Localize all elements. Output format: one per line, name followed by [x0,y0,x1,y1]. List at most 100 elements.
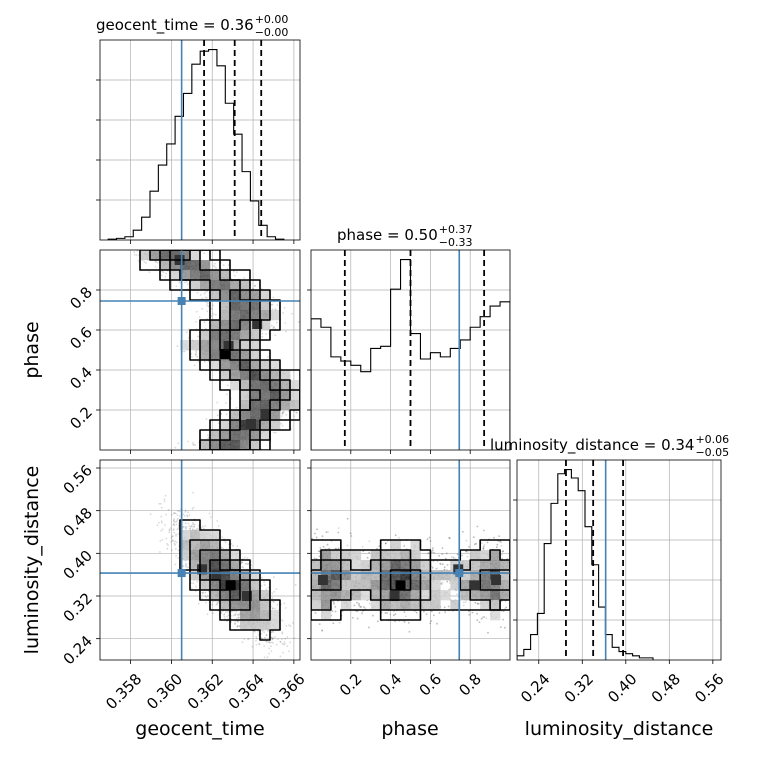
density-cell [200,340,211,351]
sample-point [265,333,267,335]
panel-geocent-distance-density [149,491,297,672]
density-cell [220,310,231,321]
sample-point [226,384,229,387]
sample-point [316,388,318,390]
sample-point [145,262,147,264]
sample-point [148,271,151,273]
sample-point [156,261,159,264]
density-cell [270,400,281,411]
sample-point [271,607,274,610]
sample-point [213,262,216,265]
density-cell [260,360,271,371]
sample-point [171,539,174,542]
sample-point [281,632,284,635]
peak-cell [219,349,230,359]
sample-point [195,355,197,357]
density-cell [160,260,171,271]
sample-point [185,281,188,283]
density-cell [250,290,261,301]
sample-point [295,411,297,414]
sample-point [176,345,179,348]
density-cell [200,330,211,341]
density-cell [240,390,251,401]
sample-point [302,395,304,397]
sample-point [184,281,186,284]
sample-point [205,418,208,420]
density-cell [260,310,271,321]
density-cell [240,370,251,381]
sample-point [283,410,285,413]
density-cell [210,270,221,281]
density-cell [150,250,161,261]
sample-point [154,260,157,263]
density-cell [220,370,231,381]
density-cell [290,400,300,411]
density-cell [230,290,241,301]
sample-point [191,441,194,444]
density-cell [210,290,221,301]
sample-point [282,312,285,314]
sample-point [171,549,173,552]
sample-point [190,352,193,355]
density-cell [230,360,241,371]
sample-point [274,431,277,434]
sample-point [271,303,274,306]
density-cell [220,440,231,450]
sample-point [194,353,197,356]
density-cell [240,340,251,351]
sample-point [243,277,246,279]
density-cell [240,380,251,391]
sample-point [306,404,308,406]
sample-point [225,413,228,416]
sample-point [254,285,257,287]
sample-point [293,415,296,417]
panel-geocent-phase-cells [140,250,300,450]
sample-point [305,398,307,400]
sample-point [267,356,269,358]
sample-point [203,252,205,255]
sample-point [303,394,305,396]
sample-point [274,608,276,610]
sample-point [287,410,290,412]
sample-point [206,304,209,307]
sample-point [275,643,278,646]
sample-point [187,440,189,443]
density-cell [270,360,281,371]
density-cell [240,430,251,441]
sample-point [204,327,207,330]
sample-point [297,321,300,323]
sample-point [296,411,298,414]
sample-point [182,513,185,516]
density-cell [290,390,300,401]
sample-point [281,411,284,414]
sample-point [214,265,216,268]
density-cell [180,260,191,271]
sample-point [179,282,182,284]
sample-point [272,431,275,434]
sample-point [161,270,163,273]
sample-point [133,251,136,253]
sample-point [207,305,210,307]
sample-point [237,620,239,623]
hist-phase-frame [310,249,511,451]
density-cell [250,300,261,311]
panel-geocent-distance-grid [100,460,300,660]
sample-point [223,613,226,615]
sample-point [205,596,208,599]
density-cell [210,340,221,351]
sample-point [272,327,275,330]
hist-luminosity-distance-grid [517,460,721,660]
density-cell [220,430,231,441]
density-cell [210,280,221,291]
sample-point [265,670,267,672]
density-cell [260,370,271,381]
sample-point [175,523,178,526]
density-cell [220,420,231,431]
density-cell [240,410,251,421]
density-cell [250,380,261,391]
sample-point [217,600,220,603]
hist-luminosity-distance-frame [516,459,722,661]
sample-point [196,291,199,294]
density-cell [180,340,191,351]
sample-point [280,415,283,417]
